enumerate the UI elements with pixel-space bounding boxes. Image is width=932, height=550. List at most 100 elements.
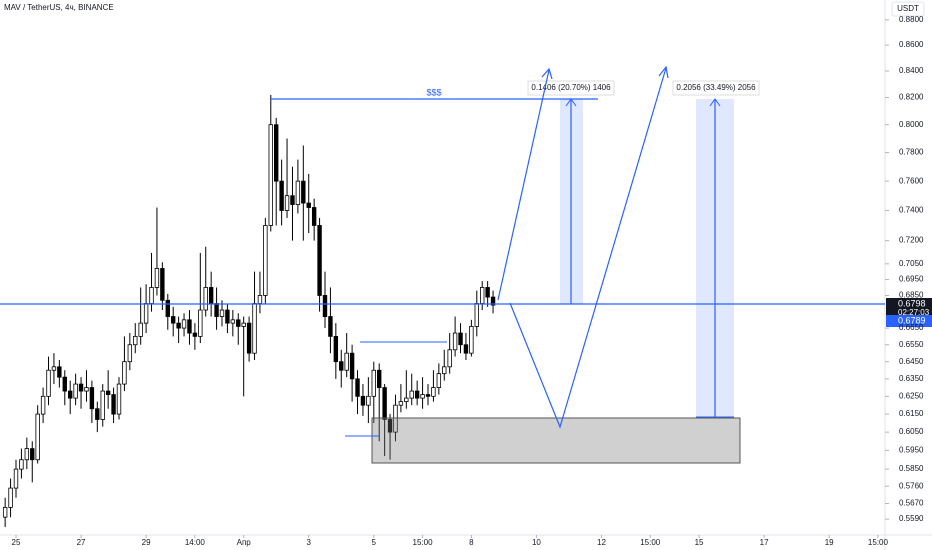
candle-body	[89, 387, 95, 410]
candle-body	[349, 352, 355, 380]
candle-body	[19, 459, 24, 470]
candle-body	[46, 369, 51, 397]
candle-body	[474, 303, 479, 327]
last-price: 0.6798	[898, 298, 926, 308]
y-tick-label: 0.7200	[899, 236, 924, 245]
y-tick-label: 0.8400	[899, 66, 924, 75]
y-tick-label: 0.6150	[899, 409, 924, 418]
x-tick-label: 15:00	[640, 538, 661, 547]
currency: USDT	[897, 4, 919, 13]
y-tick-label: 0.7050	[899, 259, 924, 268]
candle-body	[490, 296, 496, 306]
candle-body	[485, 287, 490, 298]
candle-body	[355, 378, 360, 397]
y-tick-label: 0.6550	[899, 340, 924, 349]
x-tick-label: 5	[372, 538, 377, 547]
candle-body	[409, 390, 414, 399]
candle-body	[30, 448, 35, 461]
x-tick-label: 19	[825, 538, 834, 547]
candle-body	[198, 309, 203, 337]
position-label: 0.1406 (20.70%) 1406	[531, 83, 611, 92]
candle-body	[78, 383, 84, 392]
candle-body	[246, 322, 252, 354]
candle-body	[252, 303, 257, 354]
candle-body	[480, 287, 485, 304]
candle-body	[160, 268, 165, 301]
candle-body	[35, 413, 40, 461]
position-label: 0.2056 (33.49%) 2056	[676, 83, 756, 92]
candle-body	[328, 316, 333, 337]
candle-body	[154, 268, 160, 288]
path-arrow	[509, 67, 667, 429]
symbol-header: MAV / TetherUS, 4ч, BINANCE	[4, 3, 114, 12]
y-tick-label: 0.7400	[899, 206, 924, 215]
candle-body	[322, 295, 328, 317]
candle-body	[95, 408, 100, 420]
candle-body	[360, 395, 366, 406]
x-tick-label: Апр	[237, 538, 252, 547]
candle-body	[387, 419, 393, 433]
candle-body	[333, 335, 339, 363]
x-tick-label: 14:00	[185, 538, 206, 547]
candle-body	[176, 322, 181, 329]
x-tick-label: 15:00	[413, 538, 434, 547]
candle-body	[436, 373, 442, 388]
candle-body	[73, 383, 78, 399]
candle-body	[404, 397, 409, 403]
candle-body	[414, 390, 420, 399]
candle-body	[398, 401, 404, 406]
candle-body	[127, 344, 133, 363]
candle-body	[138, 322, 143, 337]
drawings: $$$ 0.1406 (20.70%) 1406 0.2056 (33.49%)…	[0, 65, 885, 464]
y-tick-label: 0.7800	[899, 148, 924, 157]
position-label-box	[527, 80, 615, 96]
candle-body	[311, 207, 317, 226]
candle-body	[116, 383, 122, 415]
candle-body	[366, 395, 371, 406]
candle-body	[225, 309, 230, 324]
arrow-head	[658, 65, 669, 79]
candle-body	[420, 394, 425, 399]
x-tick-label: 12	[597, 538, 606, 547]
plot	[2, 94, 496, 528]
candle-body	[274, 124, 279, 182]
candle-body	[290, 195, 295, 205]
arrow-head	[709, 98, 721, 107]
candle-body	[371, 369, 376, 397]
candle-body	[165, 299, 170, 317]
y-tick-label: 0.5850	[899, 464, 924, 473]
candle-body	[284, 195, 290, 211]
candle-body	[68, 390, 73, 399]
candle-body	[452, 332, 458, 351]
y-tick-label: 0.5760	[899, 481, 924, 490]
path-arrow	[497, 69, 550, 301]
candle-body	[208, 287, 214, 304]
candle-body	[214, 303, 219, 317]
target-label: $$$	[426, 87, 441, 97]
x-tick-label: 17	[760, 538, 769, 547]
candle-body	[8, 487, 13, 508]
y-tick-label: 0.8200	[899, 93, 924, 102]
x-tick-label: 15	[695, 538, 704, 547]
y-tick-label: 0.6450	[899, 357, 924, 366]
candle-body	[181, 319, 187, 329]
candle-body	[143, 303, 149, 324]
candle-body	[192, 332, 198, 337]
candle-body	[100, 390, 105, 420]
candle-body	[230, 319, 236, 324]
currency-box	[891, 1, 925, 17]
arrow-head	[541, 67, 553, 80]
last-price-tag	[886, 298, 932, 320]
candle-body	[122, 361, 127, 385]
candle-body	[171, 316, 176, 324]
candle-body	[257, 295, 263, 304]
candle-body	[149, 287, 154, 304]
candle-body	[241, 322, 246, 327]
y-tick-label: 0.8600	[899, 40, 924, 49]
candle-body	[236, 319, 241, 327]
candle-body	[382, 387, 387, 420]
x-tick-label: 8	[469, 538, 474, 547]
x-tick-label: 29	[142, 538, 151, 547]
candle-body	[279, 180, 284, 211]
